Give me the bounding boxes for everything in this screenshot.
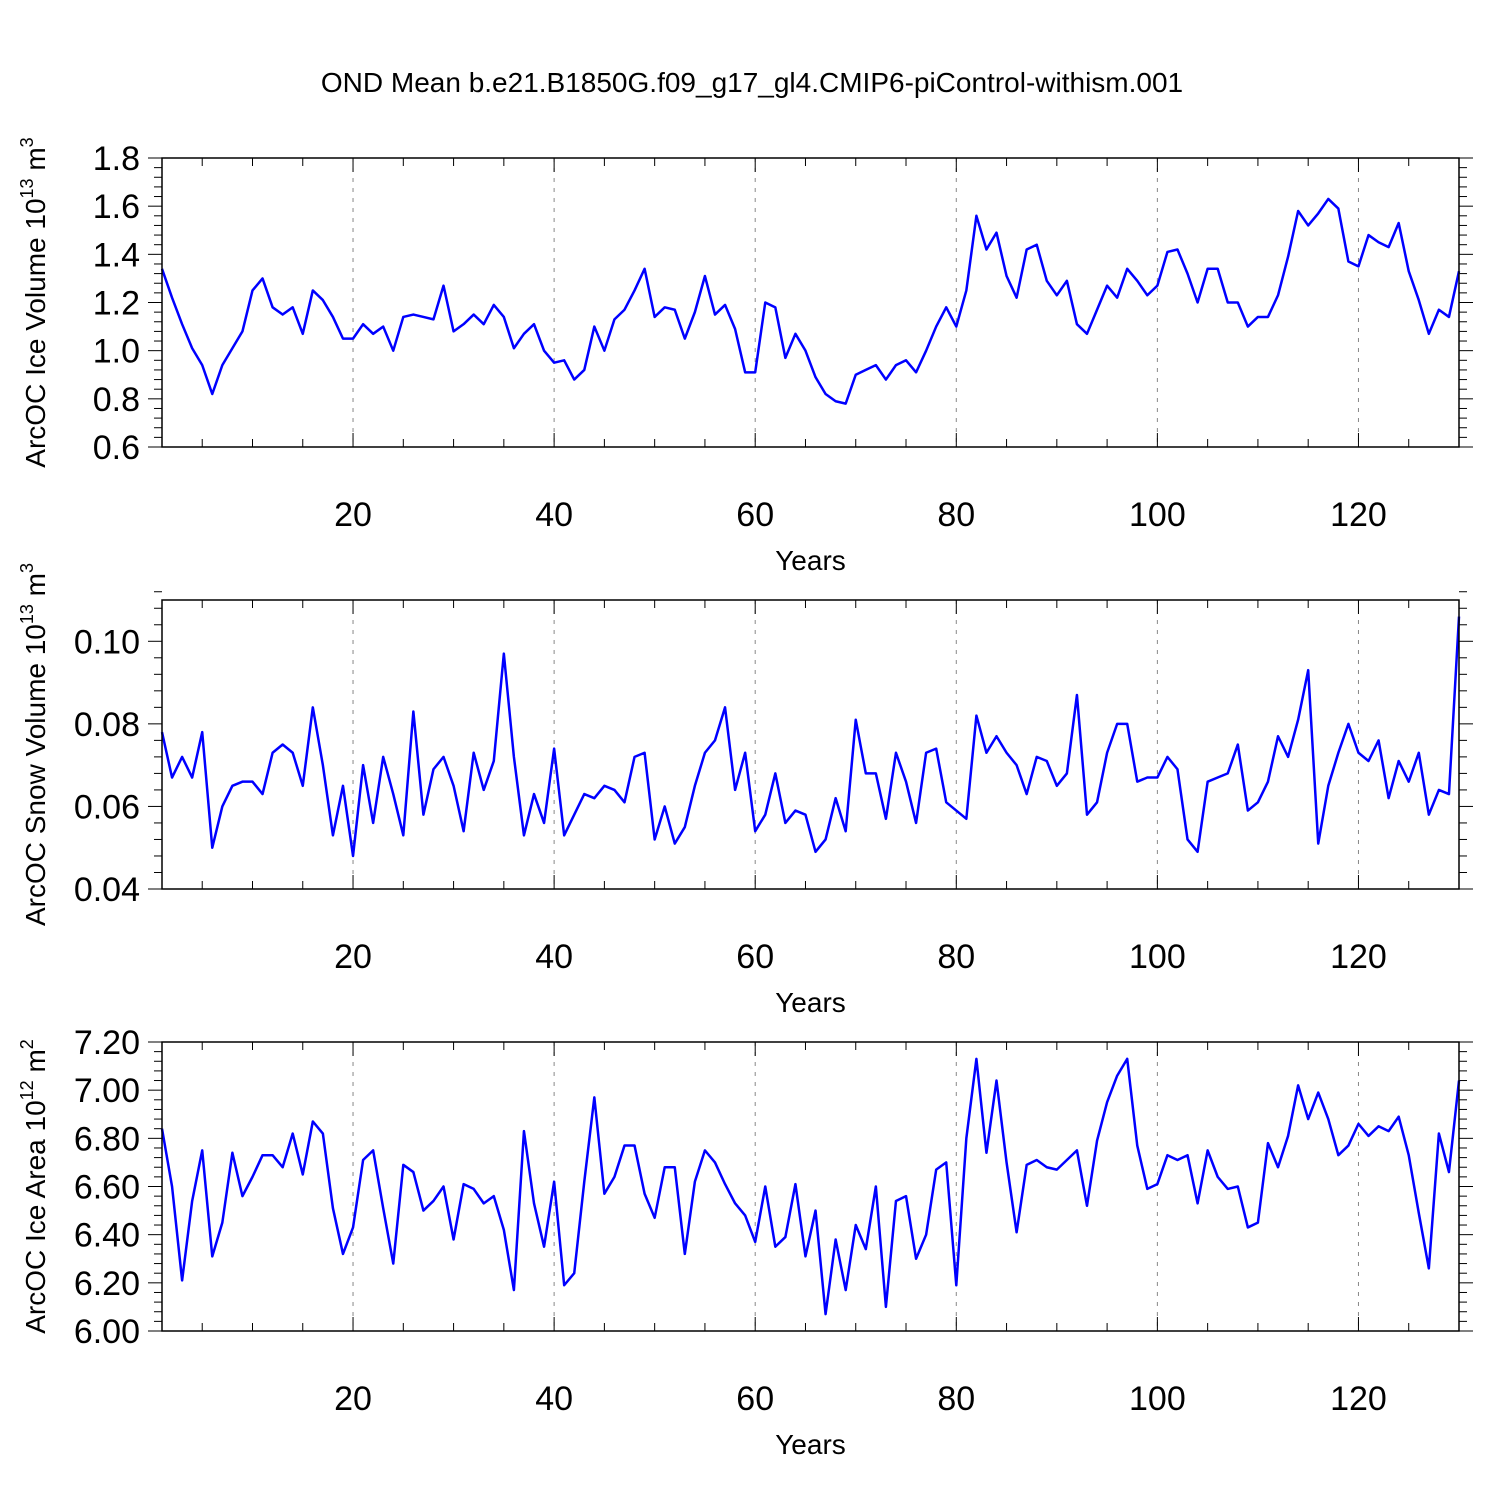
y-tick-label: 1.6 (93, 188, 140, 226)
x-tick-label: 60 (736, 496, 774, 534)
x-tick-label: 20 (334, 496, 372, 534)
x-tick-label: 120 (1330, 938, 1387, 976)
y-tick-label: 7.00 (74, 1072, 140, 1110)
plot-frame (161, 599, 1460, 890)
panel-2: 20 40 60 80 100 120 0.04 0.06 0.08 0.10 Years ArcOC… (17, 563, 1473, 1018)
y-tick-label: 6.60 (74, 1169, 140, 1207)
series-line (160, 197, 1461, 405)
x-tick-label: 60 (736, 938, 774, 976)
x-tick-label: 80 (937, 1380, 975, 1418)
y-tick-label: 0.06 (74, 788, 140, 826)
y-tick-label: 1.4 (93, 236, 140, 274)
x-tick-label: 40 (535, 1380, 573, 1418)
panel-1: 20 40 60 80 100 120 0.6 0.8 1.0 1.2 1.4 1.6 1.8 Years… (17, 137, 1473, 576)
x-tick-label: 100 (1129, 496, 1186, 534)
y-tick-label: 0.8 (93, 381, 140, 419)
x-tick-label: 100 (1129, 938, 1186, 976)
series-line (160, 1057, 1461, 1316)
y-tick-label: 1.2 (93, 285, 140, 323)
x-tick-label: 40 (535, 496, 573, 534)
y-tick-label: 0.6 (93, 429, 140, 467)
x-axis-label: Years (775, 545, 846, 576)
x-tick-label: 120 (1330, 1380, 1387, 1418)
y-tick-label: 6.20 (74, 1265, 140, 1303)
y-tick-label: 6.00 (74, 1313, 140, 1351)
x-axis-label: Years (775, 1429, 846, 1460)
panel-3: 20 40 60 80 100 120 6.00 6.20 6.40 6.60 6.80 7.00 7.… (17, 1024, 1473, 1460)
y-axis-label: ArcOC Snow Volume 1013 m3 (17, 563, 51, 926)
x-tick-label: 100 (1129, 1380, 1186, 1418)
y-tick-label: 0.08 (74, 706, 140, 744)
x-tick-label: 20 (334, 938, 372, 976)
y-tick-label: 0.04 (74, 871, 140, 909)
y-tick-label: 1.0 (93, 333, 140, 371)
x-tick-label: 80 (937, 496, 975, 534)
x-tick-label: 20 (334, 1380, 372, 1418)
x-axis-label: Years (775, 987, 846, 1018)
panels: 20 40 60 80 100 120 0.6 0.8 1.0 1.2 1.4 1.6 1.8 Years… (17, 137, 1473, 1460)
y-tick-label: 7.20 (74, 1024, 140, 1062)
plot-frame (161, 1041, 1460, 1332)
y-axis-label: ArcOC Ice Area 1012 m2 (17, 1039, 51, 1334)
y-tick-label: 1.8 (93, 140, 140, 178)
figure-title: OND Mean b.e21.B1850G.f09_g17_gl4.CMIP6-… (321, 67, 1183, 98)
y-tick-label: 6.40 (74, 1217, 140, 1255)
y-axis-label: ArcOC Ice Volume 1013 m3 (17, 137, 51, 467)
x-tick-label: 120 (1330, 496, 1387, 534)
series-line (160, 616, 1461, 858)
plot-frame (161, 157, 1460, 448)
y-tick-label: 6.80 (74, 1120, 140, 1158)
y-tick-label: 0.10 (74, 623, 140, 661)
x-tick-label: 40 (535, 938, 573, 976)
x-tick-label: 60 (736, 1380, 774, 1418)
x-tick-label: 80 (937, 938, 975, 976)
